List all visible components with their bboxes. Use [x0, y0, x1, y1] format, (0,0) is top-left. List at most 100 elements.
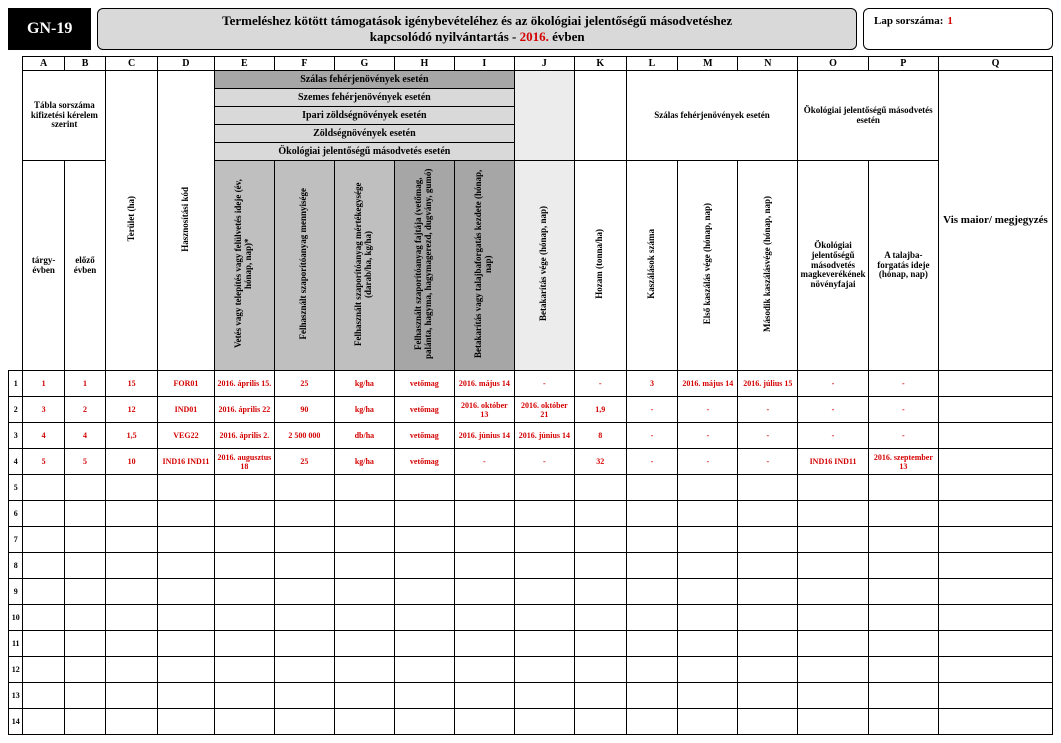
cell-N	[738, 475, 798, 501]
cell-I: -	[454, 449, 514, 475]
cell-I: 2016. október 13	[454, 397, 514, 423]
head-J: Betakarítás vége (hónap, nap)	[514, 161, 574, 371]
cell-I	[454, 579, 514, 605]
cell-M	[678, 657, 738, 683]
cell-H: vetőmag	[394, 397, 454, 423]
cell-K: 1,9	[574, 397, 626, 423]
cell-B	[64, 475, 105, 501]
cell-E	[214, 709, 274, 735]
cell-Q	[939, 631, 1053, 657]
cell-D	[157, 579, 214, 605]
cell-M: 2016. május 14	[678, 371, 738, 397]
cell-D	[157, 605, 214, 631]
cell-E	[214, 553, 274, 579]
row-number: 11	[9, 631, 23, 657]
cell-J: -	[514, 449, 574, 475]
cell-M	[678, 501, 738, 527]
cell-H	[394, 657, 454, 683]
cell-B: 2	[64, 397, 105, 423]
head-I: Betakarítás vagy talajbaforgatás kezdete…	[454, 161, 514, 371]
cell-Q	[939, 605, 1053, 631]
cell-P: -	[868, 423, 938, 449]
cell-G	[334, 475, 394, 501]
head-M: Első kaszálás vége (hónap, nap)	[678, 161, 738, 371]
cell-F: 25	[274, 449, 334, 475]
cell-B	[64, 553, 105, 579]
col-letter: B	[64, 57, 105, 71]
cell-G	[334, 501, 394, 527]
cell-E	[214, 579, 274, 605]
cell-N	[738, 605, 798, 631]
cell-B	[64, 501, 105, 527]
cell-J: 2016. június 14	[514, 423, 574, 449]
col-letter: G	[334, 57, 394, 71]
cell-A: 1	[23, 371, 64, 397]
cell-A	[23, 657, 64, 683]
cell-H	[394, 709, 454, 735]
cell-K	[574, 579, 626, 605]
page-number-label: Lap sorszáma:	[874, 15, 943, 27]
cell-F	[274, 631, 334, 657]
cell-M	[678, 579, 738, 605]
table-row: 7	[9, 527, 1053, 553]
cell-D: FOR01	[157, 371, 214, 397]
table-row: 10	[9, 605, 1053, 631]
cell-I	[454, 553, 514, 579]
cell-F	[274, 709, 334, 735]
cell-O	[798, 553, 868, 579]
cell-O	[798, 605, 868, 631]
cell-B: 1	[64, 371, 105, 397]
cell-M	[678, 709, 738, 735]
cell-N	[738, 657, 798, 683]
cell-I	[454, 631, 514, 657]
cell-F	[274, 475, 334, 501]
group-oko-right: Ökológiai jelentőségű másodvetés esetén	[798, 71, 939, 161]
cell-F	[274, 605, 334, 631]
table-row: 45510IND16 IND112016. augusztus 1825kg/h…	[9, 449, 1053, 475]
cell-H: vetőmag	[394, 371, 454, 397]
row-number: 14	[9, 709, 23, 735]
cell-L	[626, 709, 678, 735]
cell-H	[394, 683, 454, 709]
cell-P: -	[868, 371, 938, 397]
cell-M	[678, 475, 738, 501]
row-number: 5	[9, 475, 23, 501]
cell-C: 12	[106, 397, 158, 423]
cell-P: -	[868, 397, 938, 423]
cell-D	[157, 501, 214, 527]
cell-N: -	[738, 449, 798, 475]
table-row: 14	[9, 709, 1053, 735]
main-table: A B C D E F G H I J K L M N O P Q Tábla …	[8, 56, 1053, 735]
cell-C	[106, 657, 158, 683]
head-B: előző évben	[64, 161, 105, 371]
cell-D	[157, 475, 214, 501]
column-letter-row: A B C D E F G H I J K L M N O P Q	[9, 57, 1053, 71]
head-G: Felhasznált szaporítóanyag mértékegysége…	[334, 161, 394, 371]
cell-F	[274, 657, 334, 683]
cell-Q	[939, 709, 1053, 735]
cell-C	[106, 527, 158, 553]
cell-F	[274, 579, 334, 605]
row-number: 10	[9, 605, 23, 631]
cell-B	[64, 605, 105, 631]
cell-N	[738, 553, 798, 579]
cell-Q	[939, 501, 1053, 527]
cell-J: 2016. október 21	[514, 397, 574, 423]
cell-M	[678, 631, 738, 657]
cell-L	[626, 553, 678, 579]
cell-N	[738, 709, 798, 735]
header-row: GN-19 Termeléshez kötött támogatások igé…	[8, 8, 1053, 50]
cell-I	[454, 527, 514, 553]
cell-C	[106, 553, 158, 579]
cell-G: kg/ha	[334, 449, 394, 475]
cell-Q	[939, 657, 1053, 683]
cell-E	[214, 657, 274, 683]
cell-J	[514, 475, 574, 501]
cell-P	[868, 605, 938, 631]
cell-I	[454, 605, 514, 631]
cell-P	[868, 475, 938, 501]
cell-C: 1,5	[106, 423, 158, 449]
cell-O: -	[798, 371, 868, 397]
cell-O	[798, 527, 868, 553]
row-number: 12	[9, 657, 23, 683]
